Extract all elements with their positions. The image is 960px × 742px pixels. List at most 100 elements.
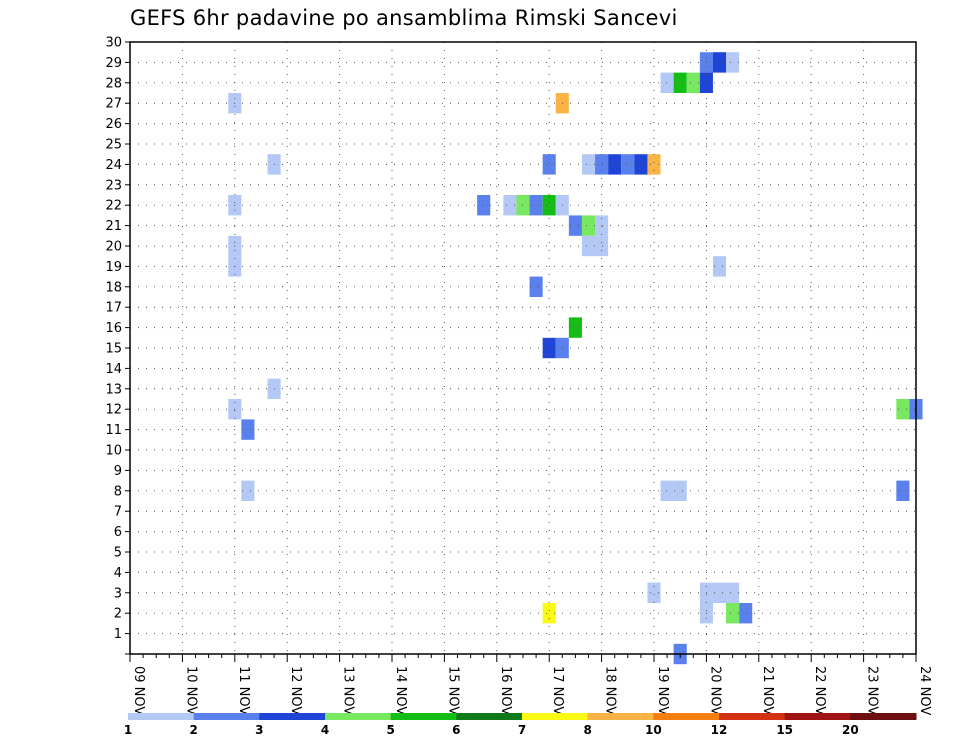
- heatmap-cell: [568, 317, 582, 338]
- heatmap-cell: [542, 337, 556, 359]
- colorbar-segment: [719, 713, 786, 720]
- heatmap-cell: [726, 52, 740, 73]
- y-tick-label: 12: [105, 403, 122, 418]
- y-tick-label: 27: [105, 97, 122, 112]
- heatmap-cell: [595, 235, 609, 257]
- y-tick-label: 16: [105, 321, 122, 336]
- heatmap-cell: [542, 195, 556, 216]
- heatmap-cell: [673, 72, 687, 93]
- y-tick-label: 26: [105, 117, 122, 132]
- colorbar-label: 15: [776, 723, 793, 737]
- colorbar-label: 20: [842, 723, 859, 737]
- x-tick-label: 18 NOV: [603, 666, 618, 715]
- grid-layer: [129, 41, 917, 654]
- colorbar-label: 1: [124, 723, 132, 737]
- heatmap-cell: [542, 603, 556, 624]
- colorbar-label: 8: [583, 723, 591, 737]
- heatmap-cell: [542, 154, 556, 175]
- x-tick-label: 24 NOV: [917, 666, 932, 715]
- y-tick-label: 18: [105, 280, 122, 295]
- x-tick-label: 17 NOV: [550, 666, 565, 715]
- y-tick-label: 4: [114, 566, 122, 581]
- colorbar-label: 2: [189, 723, 197, 737]
- x-tick-label: 23 NOV: [865, 666, 880, 715]
- heatmap-cell: [712, 582, 727, 603]
- heatmap-cell: [726, 582, 740, 603]
- heatmap-cell: [712, 52, 727, 73]
- colorbar-segment: [456, 713, 523, 720]
- y-tick-label: 6: [114, 525, 122, 540]
- y-tick-label: 10: [105, 444, 122, 459]
- y-tick-label: 1: [114, 627, 122, 642]
- heatmap-cell: [595, 215, 609, 236]
- colorbar-label: 7: [518, 723, 526, 737]
- x-tick-label: 09 NOV: [131, 666, 146, 715]
- heatmap-cell: [529, 195, 543, 216]
- y-axis: 1234567891011121314151617181920212223242…: [105, 36, 130, 655]
- x-tick-label: 22 NOV: [812, 666, 827, 715]
- x-tick-label: 15 NOV: [445, 666, 460, 715]
- heatmap-cell: [726, 603, 740, 624]
- heatmap-cell: [595, 154, 609, 175]
- colorbar-label: 5: [386, 723, 394, 737]
- heatmap-cell: [647, 582, 661, 603]
- heatmap-cell: [529, 276, 543, 297]
- colorbar-segment: [522, 713, 589, 720]
- y-tick-label: 19: [105, 260, 122, 275]
- x-tick-label: 19 NOV: [655, 666, 670, 715]
- heatmap-cell: [503, 195, 517, 216]
- colorbar-segment: [193, 713, 260, 720]
- x-tick-label: 14 NOV: [393, 666, 408, 715]
- heatmap-cell: [647, 154, 661, 175]
- heatmap-cell: [896, 399, 910, 420]
- colorbar-label: 10: [645, 723, 662, 737]
- x-tick-label: 20 NOV: [707, 666, 722, 715]
- y-tick-label: 28: [105, 76, 122, 91]
- colorbar-segment: [390, 713, 457, 720]
- x-tick-label: 11 NOV: [236, 666, 251, 715]
- heatmap-cell: [712, 256, 727, 277]
- y-tick-label: 9: [114, 464, 122, 479]
- colorbar-label: 4: [321, 723, 329, 737]
- x-axis: 09 NOV 10 NOV 11 NOV 12 NOV 13 NOV 14 NOV 15 N…: [129, 654, 932, 715]
- y-tick-label: 2: [114, 607, 122, 622]
- heatmap-cell: [673, 480, 687, 501]
- y-tick-label: 15: [105, 342, 122, 357]
- colorbar-segment: [784, 713, 851, 720]
- y-tick-label: 8: [114, 484, 122, 499]
- y-tick-label: 29: [105, 56, 122, 71]
- cells-layer: [228, 52, 923, 665]
- colorbar-label: 6: [452, 723, 460, 737]
- heatmap-cell: [241, 419, 255, 440]
- y-tick-label: 20: [105, 240, 122, 255]
- heatmap-cell: [608, 154, 622, 175]
- y-tick-label: 14: [105, 362, 122, 377]
- colorbar-segment: [325, 713, 392, 720]
- chart-title: GEFS 6hr padavine po ansamblima Rimski S…: [130, 6, 678, 30]
- heatmap-cell: [581, 154, 596, 175]
- heatmap-cell: [660, 480, 674, 501]
- x-tick-label: 16 NOV: [498, 666, 513, 715]
- heatmap-cell: [477, 195, 491, 216]
- x-tick-label: 21 NOV: [760, 666, 775, 715]
- colorbar-label: 12: [711, 723, 728, 737]
- y-tick-label: 3: [114, 586, 122, 601]
- heatmap-cell: [568, 215, 582, 236]
- y-tick-label: 22: [105, 199, 122, 214]
- heatmap-cell: [621, 154, 635, 175]
- y-tick-label: 13: [105, 382, 122, 397]
- colorbar-segment: [587, 713, 654, 720]
- x-tick-label: 12 NOV: [288, 666, 303, 715]
- heatmap-cell: [660, 72, 674, 93]
- colorbar-segment: [850, 713, 917, 720]
- y-tick-label: 30: [105, 36, 122, 51]
- y-tick-label: 7: [114, 505, 122, 520]
- colorbar-label: 3: [255, 723, 263, 737]
- colorbar-segment: [653, 713, 720, 720]
- y-tick-label: 23: [105, 178, 122, 193]
- y-tick-label: 25: [105, 138, 122, 153]
- heatmap-cell: [686, 72, 700, 93]
- x-tick-label: 13 NOV: [341, 666, 356, 715]
- heatmap-cell: [634, 154, 648, 175]
